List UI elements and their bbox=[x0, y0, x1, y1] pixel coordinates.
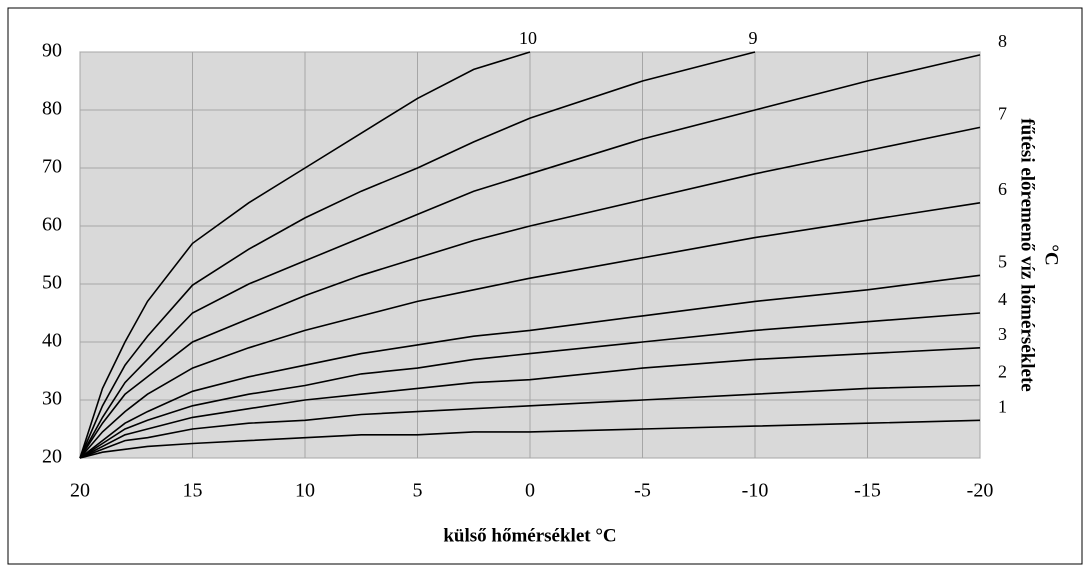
series-label: 8 bbox=[998, 31, 1007, 51]
y-tick-label: 70 bbox=[42, 156, 62, 178]
x-tick-label: 5 bbox=[413, 480, 423, 502]
x-tick-label: 10 bbox=[295, 480, 315, 502]
x-tick-label: -15 bbox=[854, 480, 881, 502]
x-tick-label: 20 bbox=[70, 480, 90, 502]
y-tick-label: 40 bbox=[42, 330, 62, 352]
y-tick-label: 50 bbox=[42, 272, 62, 294]
x-axis-title: külső hőmérséklet °C bbox=[443, 525, 616, 546]
x-tick-label: -20 bbox=[967, 480, 994, 502]
y-tick-label: 80 bbox=[42, 98, 62, 120]
series-label: 7 bbox=[998, 104, 1007, 124]
series-label: 5 bbox=[998, 251, 1007, 271]
curve bbox=[79, 347, 981, 459]
series-label: 9 bbox=[749, 28, 758, 48]
y-tick-label: 30 bbox=[42, 388, 62, 410]
x-tick-label: 15 bbox=[183, 480, 203, 502]
curve bbox=[79, 274, 981, 459]
curve bbox=[79, 126, 981, 459]
series-label: 10 bbox=[519, 28, 537, 48]
curve bbox=[79, 51, 756, 459]
series-label: 2 bbox=[998, 362, 1007, 382]
x-tick-label: -10 bbox=[742, 480, 769, 502]
series-label: 6 bbox=[998, 179, 1007, 199]
curve bbox=[79, 202, 981, 459]
y-tick-label: 60 bbox=[42, 214, 62, 236]
y-axis-title: fűtési előremenő víz hőmérséklete bbox=[1017, 118, 1038, 391]
y-axis-title: °C bbox=[1041, 244, 1062, 265]
curve bbox=[79, 54, 981, 459]
curve bbox=[79, 384, 981, 459]
curve bbox=[79, 312, 981, 459]
x-tick-label: -5 bbox=[634, 480, 651, 502]
x-tick-label: 0 bbox=[525, 480, 535, 502]
curve bbox=[79, 419, 981, 459]
y-tick-label: 90 bbox=[42, 40, 62, 62]
curve bbox=[79, 51, 531, 459]
series-label: 3 bbox=[998, 324, 1007, 344]
series-label: 1 bbox=[998, 396, 1007, 416]
series-label: 4 bbox=[998, 289, 1007, 309]
y-tick-label: 20 bbox=[42, 446, 62, 468]
